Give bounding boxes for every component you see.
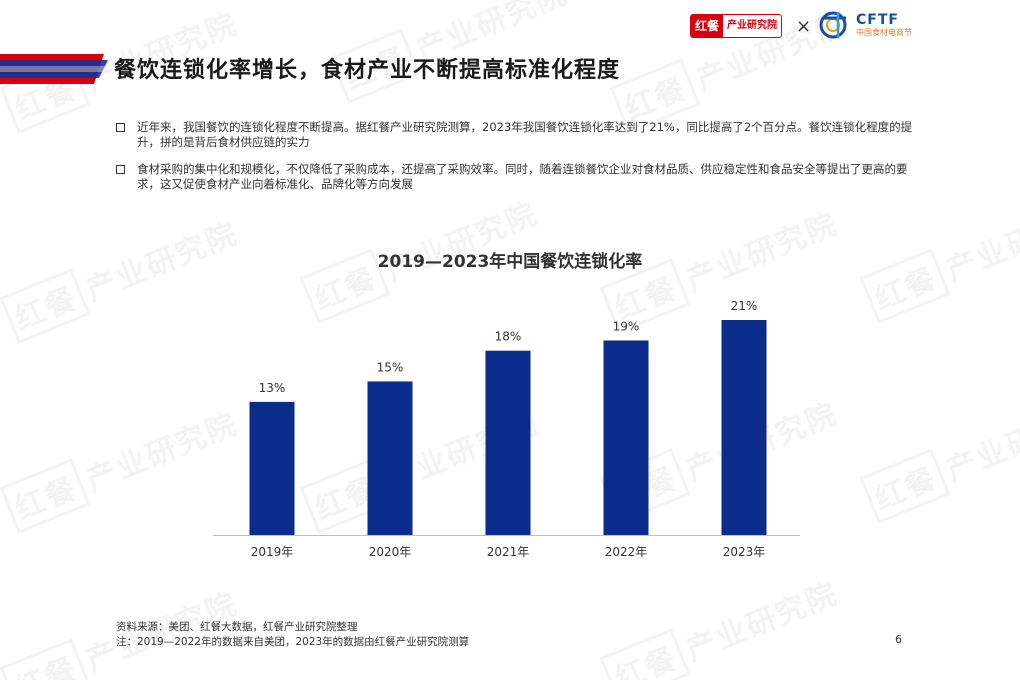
x-tick-label: 2020年: [369, 545, 412, 559]
x-tick-label: 2022年: [605, 545, 648, 559]
x-tick-label: 2019年: [251, 545, 294, 559]
bullet-item: 近年来，我国餐饮的连锁化程度不断提高。据红餐产业研究院测算，2023年我国餐饮连…: [116, 120, 916, 150]
bullet-item: 食材采购的集中化和规模化，不仅降低了采购成本，还提高了采购效率。同时，随着连锁餐…: [116, 162, 916, 192]
bullet-list: 近年来，我国餐饮的连锁化程度不断提高。据红餐产业研究院测算，2023年我国餐饮连…: [116, 120, 916, 204]
bar: [249, 401, 295, 535]
source-note: 资料来源：美团、红餐大数据，红餐产业研究院整理: [116, 621, 358, 633]
footer-notes: 资料来源：美团、红餐大数据，红餐产业研究院整理 注：2019—2022年的数据来…: [116, 620, 469, 650]
bar-value-label: 19%: [613, 319, 640, 333]
x-tick-label: 2023年: [723, 545, 766, 559]
bar: [603, 340, 649, 535]
cftf-logo: CFTF 中国食材电商节: [818, 10, 912, 40]
bar: [721, 320, 767, 535]
bar: [485, 350, 531, 535]
logo-group: 红餐 产业研究院 ×: [690, 14, 811, 38]
bar: [367, 381, 413, 535]
bar-value-label: 13%: [259, 381, 286, 395]
hongcan-logo: 红餐 产业研究院: [690, 14, 783, 38]
page-number: 6: [895, 633, 902, 646]
times-icon: ×: [796, 15, 812, 37]
page-title: 餐饮连锁化率增长，食材产业不断提高标准化程度: [114, 58, 621, 83]
bullet-square-icon: [116, 165, 125, 174]
data-note: 注：2019—2022年的数据来自美团，2023年的数据由红餐产业研究院测算: [116, 636, 470, 648]
chart-title: 2019—2023年中国餐饮连锁化率: [377, 252, 643, 272]
header-accent-bar: [0, 54, 110, 84]
bullet-square-icon: [116, 123, 125, 132]
cftf-emblem-icon: [819, 11, 847, 39]
bar-value-label: 18%: [495, 330, 522, 344]
bar-value-label: 15%: [377, 360, 404, 374]
x-tick-label: 2021年: [487, 545, 530, 559]
bar-value-label: 21%: [731, 299, 758, 313]
